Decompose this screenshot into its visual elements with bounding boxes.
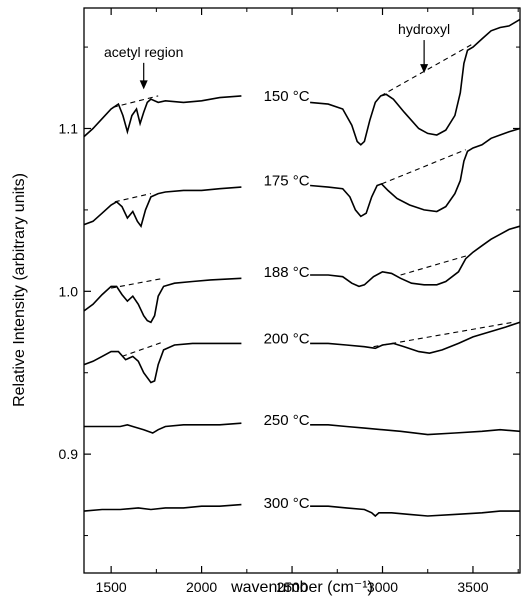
series-group: 250 °C: [84, 412, 521, 436]
series-line: [310, 127, 521, 218]
series-group: 200 °C: [83, 321, 521, 384]
annotation-arrowhead: [420, 64, 429, 74]
y-axis-title: Relative Intensity (arbitrary units): [11, 173, 28, 407]
series-baseline: [114, 193, 152, 203]
x-tick-label: 2500: [276, 579, 307, 595]
series-baseline: [381, 149, 466, 185]
series-label: 300 °C: [264, 495, 310, 512]
series-baseline: [380, 43, 474, 97]
series-line: [84, 422, 242, 434]
annotation-label: hydroxyl: [398, 21, 450, 37]
series-line: [83, 95, 242, 138]
annotations: acetyl region hydroxyl: [104, 21, 450, 90]
spectra-series: 150 °C 175 °C 188 °C 200 °C 250 °C 300 °C: [83, 18, 521, 518]
y-tick-label: 1.0: [59, 283, 79, 299]
series-group: 300 °C: [83, 495, 520, 518]
x-tick-label: 3000: [367, 579, 398, 595]
plot-frame: [83, 7, 521, 574]
series-line: [310, 424, 521, 436]
series-line: [83, 503, 242, 512]
series-label: 200 °C: [264, 331, 310, 348]
series-label: 150 °C: [264, 88, 310, 105]
x-tick-label: 2000: [186, 579, 217, 595]
series-line: [83, 277, 242, 324]
x-tick-label: 1500: [96, 579, 127, 595]
series-line: [310, 18, 521, 146]
series-baseline: [373, 321, 513, 348]
series-label: 188 °C: [264, 264, 310, 281]
series-line: [310, 505, 520, 518]
series-line: [310, 225, 521, 288]
annotation-arrowhead: [139, 80, 148, 90]
series-label: 175 °C: [264, 173, 310, 190]
x-tick-label: 3500: [457, 579, 488, 595]
series-baseline: [121, 341, 164, 357]
series-group: 150 °C: [83, 18, 521, 146]
y-tick-label: 1.1: [59, 120, 79, 136]
series-line: [310, 321, 521, 355]
series-baseline: [400, 254, 468, 276]
annotation-label: acetyl region: [104, 44, 183, 60]
series-group: 188 °C: [83, 225, 521, 324]
series-baseline: [110, 277, 164, 289]
series-label: 250 °C: [264, 412, 310, 429]
series-line: [83, 186, 242, 229]
series-line: [83, 342, 242, 384]
x-axis-title: wavenumber (cm⁻¹): [230, 579, 373, 596]
x-axis-ticks: 1500 2000 2500 3000 3500: [96, 8, 519, 595]
series-group: 175 °C: [83, 127, 521, 229]
y-tick-label: 0.9: [59, 446, 79, 462]
series-baseline: [112, 95, 159, 108]
y-axis-ticks: 0.9 1.0 1.1: [59, 46, 520, 537]
